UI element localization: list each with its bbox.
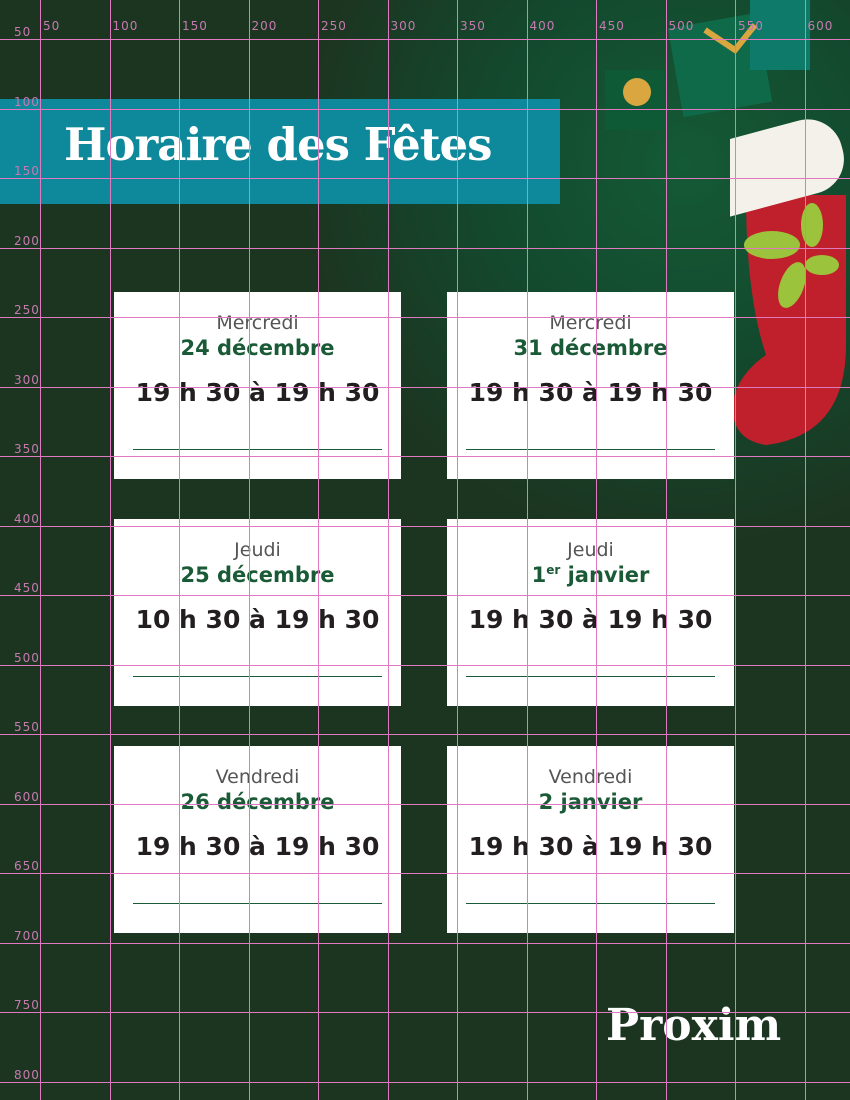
schedule-card: Mercredi 24 décembre 19 h 30 à 19 h 30 <box>114 292 401 479</box>
grid-label-x: 150 <box>182 19 208 33</box>
christmas-stocking-icon <box>730 119 846 445</box>
grid-label-y: 400 <box>14 511 40 526</box>
hours-label: 19 h 30 à 19 h 30 <box>135 378 380 407</box>
divider <box>466 448 715 450</box>
grid-label-y: 700 <box>14 928 40 943</box>
day-label: Vendredi <box>548 766 633 788</box>
divider <box>133 902 382 904</box>
grid-label-x: 100 <box>112 19 139 33</box>
date-label: 2 janvier <box>538 790 643 814</box>
date-label: 1er janvier <box>447 563 734 587</box>
date-label: 25 décembre <box>180 563 335 587</box>
title-banner <box>0 99 560 204</box>
divider <box>466 902 715 904</box>
grid-label-y: 600 <box>14 789 40 804</box>
day-label: Mercredi <box>549 312 632 334</box>
hours-label: 19 h 30 à 19 h 30 <box>468 832 713 861</box>
date-month: janvier <box>560 563 650 587</box>
grid-label-y: 200 <box>14 233 40 248</box>
grid-line-horizontal <box>0 734 850 735</box>
hours-label: 19 h 30 à 19 h 30 <box>468 605 713 634</box>
hours-label: 10 h 30 à 19 h 30 <box>135 605 380 634</box>
grid-label-y: 300 <box>14 372 40 387</box>
date-ordinal: er <box>546 563 561 577</box>
schedule-card: Jeudi 1er janvier 19 h 30 à 19 h 30 <box>447 519 734 706</box>
grid-label-y: 750 <box>14 998 40 1012</box>
day-label: Vendredi <box>215 766 300 788</box>
grid-label-y: 250 <box>14 303 40 317</box>
schedule-card: Mercredi 31 décembre 19 h 30 à 19 h 30 <box>447 292 734 479</box>
grid-label-y: 500 <box>14 650 40 665</box>
day-label: Jeudi <box>234 539 281 561</box>
day-label: Jeudi <box>567 539 614 561</box>
grid-line-horizontal <box>0 1081 850 1083</box>
divider <box>466 675 715 677</box>
hours-label: 19 h 30 à 19 h 30 <box>135 832 380 861</box>
date-label: 26 décembre <box>180 790 335 814</box>
grid-label-y: 800 <box>14 1067 40 1082</box>
grid-label-x: 50 <box>43 19 61 33</box>
grid-label-y: 650 <box>14 859 40 873</box>
schedule-card: Vendredi 2 janvier 19 h 30 à 19 h 30 <box>447 746 734 933</box>
divider <box>133 675 382 677</box>
grid-label-y: 50 <box>14 25 32 39</box>
hours-label: 19 h 30 à 19 h 30 <box>468 378 713 407</box>
page-title: Horaire des Fêtes <box>64 118 492 171</box>
day-label: Mercredi <box>216 312 299 334</box>
divider <box>133 448 382 450</box>
proxim-logo: Proxim <box>606 1000 782 1051</box>
schedule-card: Vendredi 26 décembre 19 h 30 à 19 h 30 <box>114 746 401 933</box>
date-number: 1 <box>531 563 547 587</box>
grid-line-horizontal <box>0 942 850 944</box>
grid-label-y: 350 <box>14 442 40 456</box>
grid-label-y: 550 <box>14 720 40 734</box>
grid-label-y: 450 <box>14 581 40 595</box>
gift-boxes-icon <box>605 0 810 130</box>
grid-label-x: 200 <box>251 19 278 33</box>
schedule-card: Jeudi 25 décembre 10 h 30 à 19 h 30 <box>114 519 401 706</box>
date-label: 24 décembre <box>180 336 335 360</box>
date-label: 31 décembre <box>513 336 668 360</box>
